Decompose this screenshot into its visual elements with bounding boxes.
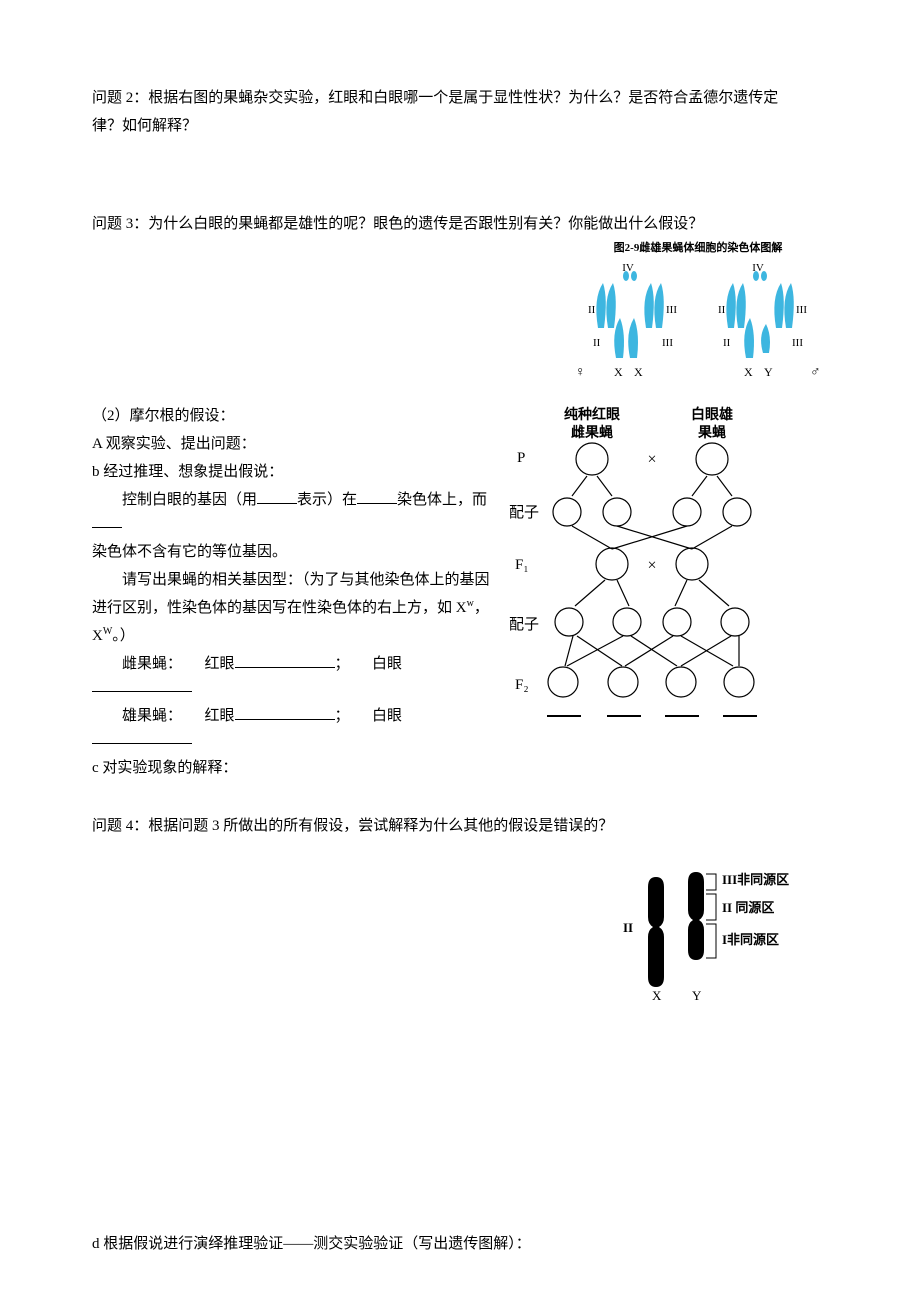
line-geno-3: XW。） — [92, 624, 497, 648]
chromosome-caption: 图2-9雌雄果蝇体细胞的染色体图解 — [568, 240, 828, 258]
line-geno-2: 进行区别，性染色体的基因写在性染色体的右上方，如 Xw， — [92, 596, 497, 620]
question-3-line-1: 问题 3：为什么白眼的果蝇都是雄性的呢？眼色的遗传是否跟性别有关？你能做出什么假… — [92, 212, 828, 236]
svg-text:果蝇: 果蝇 — [697, 424, 726, 441]
svg-text:配子: 配子 — [509, 616, 539, 633]
svg-text:X: X — [652, 988, 662, 1002]
section-2-title: （2）摩尔根的假设： — [92, 404, 497, 428]
svg-text:白眼雄: 白眼雄 — [691, 406, 733, 423]
geno3-post: 。） — [112, 628, 135, 644]
geno2-post: ， — [474, 600, 489, 616]
svg-text:配子: 配子 — [509, 504, 539, 521]
cross-diagram: 纯种红眼 雌果蝇 白眼雄 果蝇 P 配子 F₁ 配子 F₂ × — [497, 404, 828, 734]
question-4-line-1: 问题 4：根据问题 3 所做出的所有假设，尝试解释为什么其他的假设是错误的？ — [92, 814, 828, 838]
cross-svg: 纯种红眼 雌果蝇 白眼雄 果蝇 P 配子 F₁ 配子 F₂ × — [497, 404, 797, 734]
chromosome-diagram: 图2-9雌雄果蝇体细胞的染色体图解 IV II III II III ♀ — [568, 240, 828, 388]
svg-text:X: X — [744, 365, 753, 379]
blank-chromosome — [357, 503, 397, 504]
svg-text:III非同源区: III非同源区 — [722, 872, 789, 887]
blank-female-red — [235, 667, 335, 668]
blank-other — [92, 527, 122, 528]
svg-text:F₁: F₁ — [515, 557, 529, 573]
svg-text:Y: Y — [692, 988, 702, 1002]
svg-text:II 同源区: II 同源区 — [722, 900, 774, 915]
line-geno-1: 请写出果蝇的相关基因型：（为了与其他染色体上的基因 — [92, 568, 497, 592]
line-c: c 对实验现象的解释： — [92, 756, 497, 780]
svg-text:X: X — [614, 365, 623, 379]
svg-text:×: × — [647, 451, 656, 468]
blank-male-white — [92, 743, 192, 744]
morgan-hypothesis-text: （2）摩尔根的假设： A 观察实验、提出问题： b 经过推理、想象提出假说： 控… — [92, 404, 497, 784]
svg-text:III: III — [666, 304, 677, 316]
geno3-pre: X — [92, 628, 103, 644]
svg-text:Y: Y — [764, 365, 773, 379]
xy-region-svg: II III非同源区 II 同源区 I非同源区 X Y — [598, 862, 828, 1002]
line-male: 雄果蝇： 红眼 ； 白眼 — [92, 704, 497, 752]
line-d: d 根据假说进行演绎推理验证——测交实验验证（写出遗传图解）： — [92, 1232, 828, 1256]
svg-text:II: II — [718, 304, 726, 316]
geno2-sup: w — [467, 598, 474, 609]
fill-pre-1: 控制白眼的基因（用 — [92, 492, 257, 508]
blank-female-white — [92, 691, 192, 692]
svg-text:III: III — [792, 337, 803, 349]
female-mid: ； 白眼 — [335, 656, 403, 672]
fill-mid-1: 表示）在 — [297, 492, 357, 508]
svg-text:X: X — [634, 365, 643, 379]
line-b-fill: 控制白眼的基因（用 表示）在 染色体上，而 — [92, 488, 497, 536]
blank-gene-symbol — [257, 503, 297, 504]
blank-male-red — [235, 719, 335, 720]
svg-text:III: III — [662, 337, 673, 349]
question-2-line-1: 问题 2：根据右图的果蝇杂交实验，红眼和白眼哪一个是属于显性性状？为什么？是否符… — [92, 86, 828, 110]
svg-text:III: III — [796, 304, 807, 316]
question-2-line-2: 律？如何解释？ — [92, 114, 828, 138]
xy-region-diagram: II III非同源区 II 同源区 I非同源区 X Y — [598, 862, 828, 1002]
svg-text:II: II — [588, 304, 596, 316]
svg-text:IV: IV — [622, 262, 634, 274]
fill-mid-2: 染色体上，而 — [397, 492, 487, 508]
line-b: b 经过推理、想象提出假说： — [92, 460, 497, 484]
line-female: 雌果蝇： 红眼 ； 白眼 — [92, 652, 497, 700]
svg-text:♂: ♂ — [810, 365, 821, 380]
svg-text:♀: ♀ — [575, 365, 586, 380]
svg-text:×: × — [647, 557, 656, 574]
svg-text:F₂: F₂ — [515, 677, 529, 693]
svg-text:P: P — [517, 450, 525, 466]
svg-text:I非同源区: I非同源区 — [722, 932, 779, 947]
geno2-pre: 进行区别，性染色体的基因写在性染色体的右上方，如 X — [92, 600, 467, 616]
svg-text:雌果蝇: 雌果蝇 — [571, 424, 613, 441]
chromosome-svg: IV II III II III ♀ X X IV II III II — [568, 258, 828, 388]
svg-text:纯种红眼: 纯种红眼 — [564, 406, 620, 423]
male-pre: 雄果蝇： 红眼 — [92, 708, 235, 724]
svg-text:IV: IV — [752, 262, 764, 274]
geno3-sup: W — [103, 626, 112, 637]
line-a: A 观察实验、提出问题： — [92, 432, 497, 456]
svg-text:II: II — [723, 337, 731, 349]
female-pre: 雌果蝇： 红眼 — [92, 656, 235, 672]
svg-text:II: II — [593, 337, 601, 349]
svg-text:II: II — [623, 920, 633, 935]
line-b-text2: 染色体不含有它的等位基因。 — [92, 540, 497, 564]
male-mid: ； 白眼 — [335, 708, 403, 724]
